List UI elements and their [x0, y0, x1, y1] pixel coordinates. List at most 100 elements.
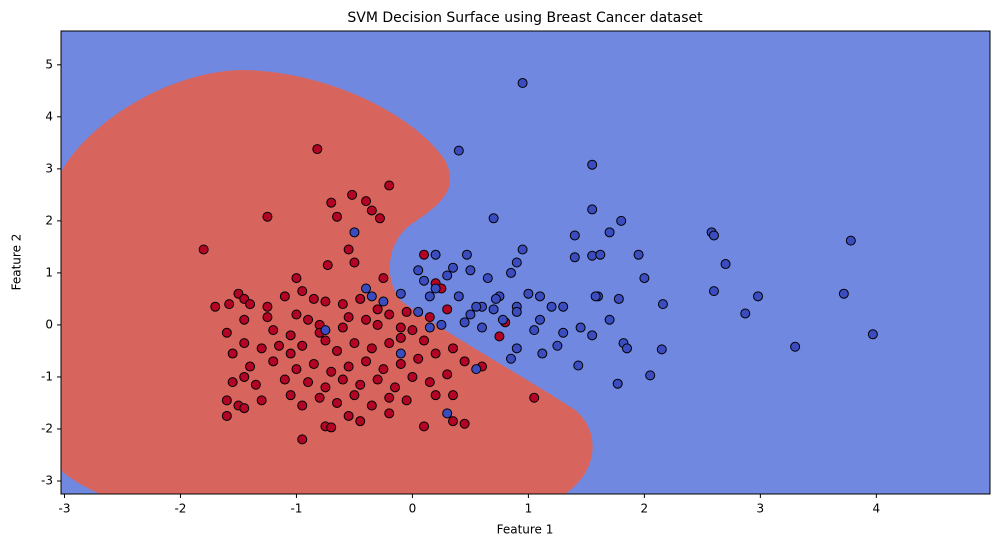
point: [262, 211, 273, 222]
point: [337, 299, 348, 310]
point: [378, 273, 389, 284]
point: [366, 400, 377, 411]
point: [552, 340, 563, 351]
point: [471, 364, 482, 375]
point: [268, 325, 279, 336]
point: [587, 159, 598, 170]
point: [320, 382, 331, 393]
point: [419, 335, 430, 346]
point: [453, 291, 464, 302]
point: [384, 338, 395, 349]
point: [448, 343, 459, 354]
point: [210, 301, 221, 312]
point: [349, 390, 360, 401]
point: [239, 371, 250, 382]
point: [430, 390, 441, 401]
point: [332, 345, 343, 356]
point: [224, 299, 235, 310]
point: [384, 309, 395, 320]
point: [442, 408, 453, 419]
point: [529, 325, 540, 336]
point: [494, 331, 505, 342]
point: [291, 273, 302, 284]
point: [419, 421, 430, 432]
point: [303, 377, 314, 388]
point: [587, 204, 598, 215]
point: [448, 416, 459, 427]
x-tick-label: 4: [873, 502, 881, 516]
point: [401, 395, 412, 406]
y-tick-label: 1: [45, 265, 53, 279]
point: [374, 213, 385, 224]
point: [355, 293, 366, 304]
point: [573, 360, 584, 371]
point: [227, 348, 238, 359]
point: [448, 390, 459, 401]
point: [407, 325, 418, 336]
point: [291, 364, 302, 375]
point: [361, 196, 372, 207]
point: [639, 273, 650, 284]
point: [297, 400, 308, 411]
point: [395, 358, 406, 369]
x-tick-label: -2: [174, 502, 186, 516]
point: [343, 361, 354, 372]
point: [517, 78, 528, 89]
point: [465, 309, 476, 320]
point: [424, 291, 435, 302]
point: [337, 374, 348, 385]
point: [506, 267, 517, 278]
point: [361, 356, 372, 367]
point: [337, 322, 348, 333]
point: [424, 312, 435, 323]
point: [262, 312, 273, 323]
point: [274, 340, 285, 351]
point: [401, 306, 412, 317]
point: [613, 293, 624, 304]
point: [448, 262, 459, 273]
x-tick-label: -3: [58, 502, 70, 516]
point: [471, 301, 482, 312]
point: [378, 364, 389, 375]
point: [442, 369, 453, 380]
point: [488, 213, 499, 224]
point: [587, 330, 598, 341]
point: [297, 286, 308, 297]
point: [604, 314, 615, 325]
point: [198, 244, 209, 255]
y-tick-label: 4: [45, 109, 53, 123]
point: [285, 348, 296, 359]
point: [621, 343, 632, 354]
point: [490, 293, 501, 304]
point: [395, 288, 406, 299]
point: [708, 230, 719, 241]
point: [343, 244, 354, 255]
point: [256, 395, 267, 406]
point: [221, 327, 232, 338]
point: [477, 322, 488, 333]
point: [790, 341, 801, 352]
point: [372, 374, 383, 385]
point: [569, 252, 580, 263]
point: [430, 249, 441, 260]
point: [256, 343, 267, 354]
y-tick-label: 3: [45, 161, 53, 175]
point: [308, 293, 319, 304]
point: [245, 299, 256, 310]
point: [465, 265, 476, 276]
y-tick-label: 0: [45, 317, 53, 331]
point: [419, 275, 430, 286]
point: [488, 304, 499, 315]
x-tick-label: 1: [525, 502, 533, 516]
point: [347, 189, 358, 200]
point: [395, 322, 406, 333]
point: [612, 378, 623, 389]
point: [291, 309, 302, 320]
point: [708, 286, 719, 297]
point: [656, 344, 667, 355]
point: [322, 260, 333, 271]
point: [424, 377, 435, 388]
point: [523, 288, 534, 299]
point: [497, 314, 508, 325]
point: [740, 308, 751, 319]
